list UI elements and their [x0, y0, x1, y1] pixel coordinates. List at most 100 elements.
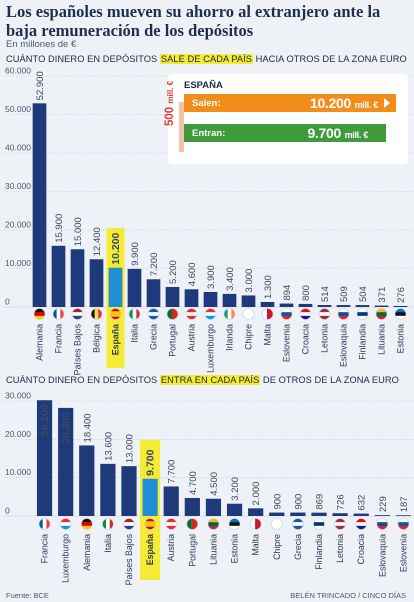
data-label: 3.200 [230, 477, 241, 501]
data-label: 2.000 [251, 482, 262, 506]
data-label: 28.200 [60, 412, 72, 444]
bar [79, 445, 95, 516]
bar [290, 512, 306, 516]
bar [127, 268, 142, 307]
bar [317, 305, 332, 307]
y-tick-label: 10.000 [5, 467, 31, 477]
category-label: Eslovaquia [377, 534, 387, 577]
data-label: 15.900 [54, 214, 65, 243]
bar [269, 512, 285, 516]
data-label: 726 [336, 494, 347, 510]
flag-icon [318, 308, 331, 320]
category-label: Chipre [272, 534, 282, 560]
data-label: 869 [315, 494, 326, 510]
category-label: Portugal [168, 324, 178, 357]
data-label: 509 [339, 286, 350, 302]
bar [395, 515, 412, 517]
flag-icon [270, 518, 283, 530]
flag-icon [261, 308, 274, 320]
bar [121, 466, 137, 516]
bar [279, 303, 294, 307]
flag-icon [280, 308, 293, 320]
outflow-unit: mill. € [354, 100, 379, 110]
y-tick-label: 0 [5, 506, 10, 516]
category-label: Croacia [356, 534, 366, 564]
y-tick-label: 10.000 [5, 258, 31, 268]
chart2-heading-pre: CUÁNTO DINERO EN DEPÓSITOS [6, 375, 160, 385]
flag-icon [109, 308, 122, 320]
flag-icon [355, 518, 368, 530]
category-label: España [111, 324, 121, 355]
category-label: Croacia [301, 324, 311, 354]
flag-icon [71, 308, 84, 320]
data-label: 7.700 [167, 460, 178, 484]
bar [393, 305, 408, 307]
data-label: 371 [377, 287, 388, 303]
bar [70, 249, 85, 307]
inflow-label: Entran: [192, 127, 226, 139]
outflow-bar: Salen: 10.200 mill. € [184, 94, 396, 112]
flag-icon [90, 308, 103, 320]
flag-icon [102, 518, 114, 530]
flag-icon [147, 308, 160, 320]
category-label: Estonia [230, 534, 240, 563]
bar [311, 512, 327, 516]
outflow-label: Salen: [192, 97, 221, 109]
data-label: 4.500 [209, 472, 220, 496]
flag-icon [337, 308, 350, 320]
chart2-heading-highlight: ENTRA EN CADA PAÍS [159, 375, 261, 385]
data-label: 276 [396, 287, 407, 303]
bar [100, 463, 116, 516]
y-tick-label: 30.000 [5, 181, 31, 191]
data-label: 9.700 [145, 449, 157, 475]
flag-icon [52, 308, 65, 320]
category-label: Chipre [244, 324, 254, 350]
category-label: Estonia [396, 324, 406, 353]
data-label: 30.200 [39, 404, 51, 436]
bar [146, 279, 161, 307]
data-label: 504 [358, 286, 369, 302]
arrow-right-icon [384, 98, 390, 108]
data-label: 15.000 [73, 217, 84, 246]
data-label: 13.600 [103, 432, 114, 461]
bar [51, 245, 66, 307]
flag-icon [249, 518, 262, 530]
bar [36, 400, 53, 516]
flag-icon [334, 518, 346, 530]
category-label: Italia [103, 534, 113, 553]
data-label: 3.900 [206, 265, 217, 289]
inflow-bar: Entran: 9.700 mill. € [184, 124, 386, 142]
data-label: 632 [357, 495, 368, 511]
flag-icon [185, 308, 198, 320]
page-title: Los españoles mueven su ahorro al extran… [6, 2, 381, 40]
data-label: 4.600 [187, 263, 198, 287]
data-label: 900 [293, 494, 304, 510]
bar [108, 267, 123, 307]
category-label: Malta [251, 534, 261, 556]
inflow-value: 9.700 [307, 125, 341, 141]
data-label: 10.200 [110, 232, 122, 264]
inflow-unit: mill. € [344, 130, 369, 140]
y-tick-label: 20.000 [5, 429, 31, 439]
flag-icon [186, 518, 199, 530]
y-tick-label: 20.000 [5, 220, 31, 230]
category-label: Finlandia [314, 534, 324, 570]
category-label: Irlanda [225, 324, 235, 351]
data-label: 894 [282, 285, 293, 301]
category-label: Alemania [82, 534, 92, 571]
category-label: Malta [263, 324, 273, 346]
bar [165, 286, 180, 307]
category-label: Austria [187, 324, 197, 351]
bar [298, 303, 313, 307]
category-label: Italia [130, 324, 140, 343]
flag-icon [128, 308, 141, 320]
credit-note: BELÉN TRINCADO / CINCO DÍAS [290, 591, 406, 600]
bar [58, 407, 74, 516]
flag-icon [80, 518, 93, 530]
flag-icon [204, 308, 217, 320]
flag-icon [59, 518, 72, 530]
difference-bar [179, 102, 184, 152]
category-label: Lituania [208, 534, 218, 565]
flag-icon [376, 518, 389, 530]
